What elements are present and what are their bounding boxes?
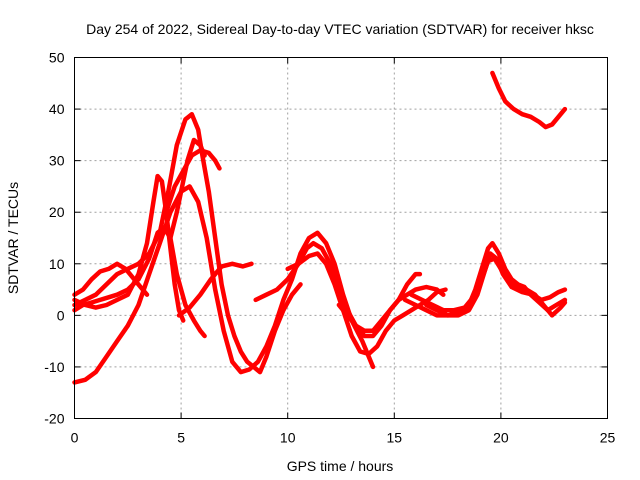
plot-frame bbox=[74, 57, 608, 419]
chart-title: Day 254 of 2022, Sidereal Day-to-day VTE… bbox=[86, 21, 594, 37]
tick-layer: 0 5 10 15 20 25 -20 -10 0 10 20 30 40 50 bbox=[44, 50, 615, 446]
y-tick-label: -20 bbox=[44, 411, 64, 427]
x-tick-label: 5 bbox=[177, 430, 185, 446]
x-tick-label: 10 bbox=[280, 430, 296, 446]
x-tick-label: 0 bbox=[71, 430, 79, 446]
series-line-sat-j bbox=[285, 251, 448, 357]
y-tick-label: 40 bbox=[49, 101, 65, 117]
y-tick-label: 30 bbox=[49, 153, 65, 169]
series-line-sat-o bbox=[490, 70, 568, 130]
x-tick-label: 15 bbox=[387, 430, 403, 446]
y-tick-label: 10 bbox=[49, 256, 65, 272]
series-line-sat-b bbox=[72, 111, 303, 375]
series-line-sat-f bbox=[168, 137, 207, 241]
grid-layer bbox=[74, 57, 608, 419]
y-tick-label: 50 bbox=[49, 50, 65, 66]
x-tick-label: 20 bbox=[493, 430, 509, 446]
series-line-sat-d bbox=[72, 173, 186, 323]
y-tick-label: 20 bbox=[49, 204, 65, 220]
x-tick-label: 25 bbox=[600, 430, 616, 446]
y-tick-label: 0 bbox=[57, 307, 65, 323]
series-line-sat-k bbox=[336, 284, 446, 339]
series-layer bbox=[72, 70, 568, 385]
series-line-sat-n bbox=[424, 251, 568, 318]
series-line-sat-h bbox=[176, 261, 254, 318]
series-line-sat-a bbox=[72, 184, 376, 385]
x-axis-label: GPS time / hours bbox=[287, 458, 394, 474]
series-line-sat-e bbox=[163, 148, 222, 215]
y-tick-label: -10 bbox=[44, 359, 64, 375]
y-axis-label: SDTVAR / TECUs bbox=[5, 182, 21, 294]
series-line-sat-c bbox=[72, 261, 150, 297]
